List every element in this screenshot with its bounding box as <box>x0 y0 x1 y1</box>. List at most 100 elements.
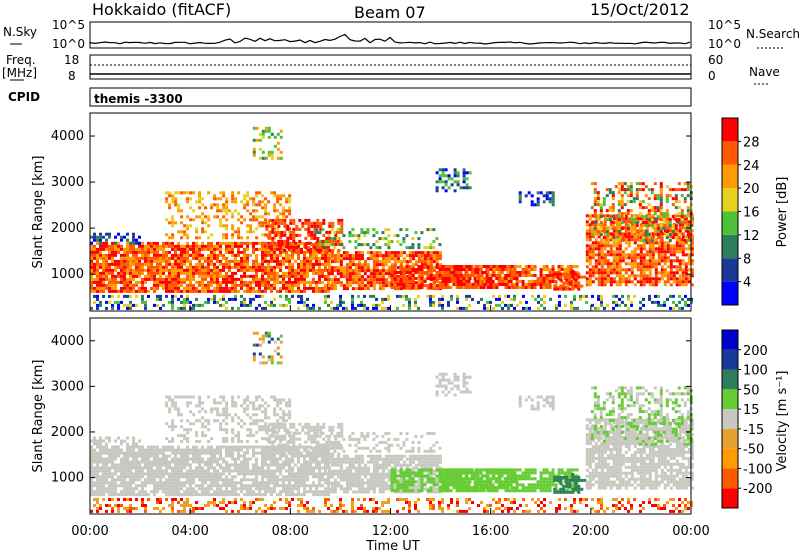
velocity-cell <box>222 469 225 473</box>
power-cell <box>542 283 546 286</box>
power-cell <box>542 194 546 198</box>
power-cell <box>644 215 648 219</box>
power-cell <box>684 220 688 224</box>
power-cell <box>313 224 317 228</box>
power-cell <box>267 277 270 281</box>
power-cell <box>606 277 610 281</box>
power-cell <box>174 271 177 275</box>
power-cell <box>174 286 177 290</box>
power-cell <box>566 286 570 289</box>
velocity-cell <box>162 475 165 479</box>
velocity-cell <box>216 472 219 476</box>
power-cell <box>357 266 361 270</box>
power-cell <box>663 256 667 260</box>
power-cell <box>566 268 570 271</box>
velocity-cell <box>105 478 108 482</box>
power-cell <box>219 274 222 278</box>
power-cell <box>647 233 651 237</box>
velocity-cell <box>225 481 228 485</box>
power-cell <box>677 218 681 222</box>
power-cell <box>483 303 486 307</box>
power-cell <box>354 266 358 270</box>
power-cell <box>651 232 655 236</box>
power-cell <box>438 174 442 178</box>
velocity-cell <box>99 490 102 494</box>
power-cell <box>611 221 615 225</box>
velocity-cell <box>216 448 219 452</box>
velocity-cell <box>159 481 162 485</box>
power-cell <box>246 203 250 207</box>
power-cell <box>111 262 114 266</box>
power-cell <box>393 234 397 238</box>
velocity-cell <box>219 448 222 452</box>
power-cell <box>524 265 528 268</box>
power-cell <box>123 283 126 287</box>
power-cell <box>384 257 388 261</box>
power-cell <box>267 280 270 284</box>
velocity-cell <box>195 490 198 494</box>
velocity-cell <box>126 445 129 449</box>
power-cell <box>515 286 519 289</box>
power-cell <box>270 303 273 307</box>
power-cell <box>680 194 684 198</box>
power-cell <box>623 212 627 216</box>
power-cell <box>642 277 646 281</box>
power-cell <box>237 227 241 231</box>
power-cell <box>249 274 252 278</box>
power-cell <box>165 274 168 278</box>
power-cell <box>150 262 153 266</box>
power-cell <box>417 268 421 271</box>
power-cell <box>315 253 318 257</box>
velocity-cell <box>204 460 207 464</box>
power-cell <box>195 241 198 245</box>
power-cell <box>660 274 664 278</box>
power-cell <box>453 268 457 271</box>
power-cell <box>620 185 624 189</box>
velocity-cell <box>177 484 180 488</box>
power-cell <box>642 244 646 248</box>
velocity-cell <box>255 478 258 482</box>
velocity-cell <box>147 454 150 458</box>
velocity-cell <box>189 469 192 473</box>
power-cell <box>378 284 382 288</box>
power-cell <box>216 271 219 275</box>
power-cell <box>222 236 226 240</box>
power-cell <box>330 300 333 304</box>
power-cell <box>600 294 603 298</box>
power-cell <box>462 265 466 268</box>
power-cell <box>624 226 628 230</box>
power-cell <box>363 260 367 264</box>
power-cell <box>603 256 607 260</box>
power-cell <box>633 277 637 281</box>
power-cell <box>408 274 412 277</box>
power-cell <box>108 232 111 236</box>
velocity-cell <box>231 445 234 449</box>
power-cell <box>530 200 534 204</box>
power-cell <box>141 268 144 272</box>
power-cell <box>114 289 117 293</box>
power-cell <box>636 274 640 278</box>
power-cell <box>381 297 384 301</box>
power-cell <box>219 218 223 222</box>
power-cell <box>270 150 274 154</box>
power-cell <box>474 280 478 283</box>
power-cell <box>659 224 663 228</box>
power-cell <box>675 259 679 263</box>
velocity-cell <box>141 490 144 494</box>
power-cell <box>297 286 300 290</box>
power-cell <box>186 268 189 272</box>
power-cell <box>270 256 273 260</box>
power-cell <box>108 244 111 248</box>
power-cell <box>660 256 664 260</box>
velocity-cell <box>201 484 204 488</box>
power-cell <box>319 224 323 228</box>
power-cell <box>102 294 105 298</box>
velocity-cell <box>159 487 162 491</box>
power-cell <box>183 230 187 234</box>
power-cell <box>384 272 388 276</box>
velocity-cell <box>153 481 156 485</box>
power-cell <box>120 259 123 263</box>
velocity-cell <box>111 448 114 452</box>
velocity-cell <box>93 490 96 494</box>
velocity-cell <box>264 490 267 494</box>
